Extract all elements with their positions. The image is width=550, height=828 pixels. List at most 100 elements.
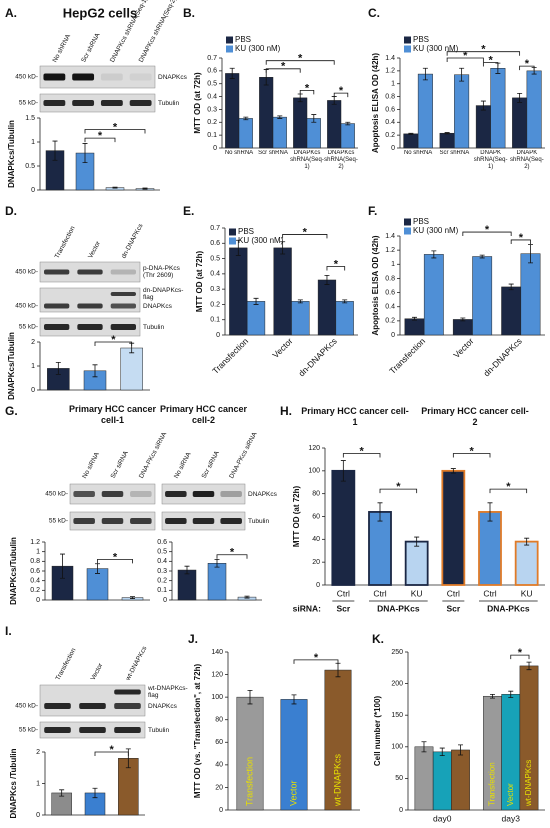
y-axis-label: MTT OD (vs. "Transfection", at 72h) xyxy=(193,664,202,799)
blot-band xyxy=(101,491,124,497)
y-axis-label: Apoptosis ELISA OD (42h) xyxy=(371,53,380,153)
significance-star: * xyxy=(111,334,116,346)
y-tick-label: 0 xyxy=(36,812,40,819)
significance-star: * xyxy=(303,226,308,238)
lane-label: DNA-PKcs siRNA xyxy=(138,431,169,480)
chart-subtitle-box: Primary HCC cancer cell-2 xyxy=(421,406,529,427)
band-name: DNAPKcs xyxy=(148,702,177,710)
error-bar xyxy=(291,694,297,705)
bar xyxy=(317,279,337,336)
blot-band xyxy=(100,100,123,106)
blot-band xyxy=(165,518,187,524)
y-axis-label: DNAPKcs/Tubulin xyxy=(7,332,16,400)
significance-star: * xyxy=(518,647,523,659)
bar xyxy=(514,540,539,586)
significance-star: * xyxy=(519,232,524,244)
bar xyxy=(404,318,425,336)
x-tick-label: day3 xyxy=(502,813,521,823)
y-tick-label: 0 xyxy=(391,145,395,152)
significance-star: * xyxy=(396,481,401,493)
group-label: Scr xyxy=(446,603,460,613)
bar xyxy=(368,511,392,586)
legend-label: Transfection xyxy=(488,762,497,806)
y-tick-label: 50 xyxy=(395,775,403,782)
y-axis-label: DNAPKcs/Tubulin xyxy=(9,537,18,605)
blot-heading-box: Primary HCC cancer cell-2 xyxy=(160,404,247,425)
x-tick-label-box: Scr shRNA xyxy=(440,150,470,156)
y-tick-label: 2 xyxy=(36,749,40,756)
x-tick-label-box: No shRNA xyxy=(225,150,253,156)
error-bar xyxy=(526,661,532,671)
band-name-box: Tubulin xyxy=(248,518,269,525)
y-tick-label: 250 xyxy=(391,649,403,656)
lane-label: Vector xyxy=(90,661,105,681)
size-marker: 55 kD- xyxy=(49,518,68,525)
significance-star: * xyxy=(506,481,511,493)
significance-star: * xyxy=(488,54,493,66)
y-tick-label: 20 xyxy=(215,784,223,791)
blot-band xyxy=(220,518,242,524)
y-tick-label: 1 xyxy=(31,363,35,370)
bar xyxy=(280,699,308,811)
significance-star: * xyxy=(98,130,103,142)
lane-label: No siRNA xyxy=(81,451,101,480)
x-tick-label: DNAPK shRNA(Seq-2) xyxy=(510,150,544,170)
band-name: Tubulin xyxy=(143,323,165,331)
blot-background xyxy=(39,93,156,113)
y-tick-label: 0.3 xyxy=(157,568,167,575)
error-bar xyxy=(229,67,235,79)
bar xyxy=(501,286,522,336)
x-tick-label: day0 xyxy=(433,813,452,823)
error-bar xyxy=(311,114,317,123)
y-tick-label: 0.6 xyxy=(385,289,395,296)
bar xyxy=(454,74,470,149)
error-bar xyxy=(444,132,450,135)
significance-star: * xyxy=(525,58,530,70)
x-tick-label: Ctrl xyxy=(337,588,350,598)
error-bar xyxy=(52,140,58,161)
significance-bracket xyxy=(489,488,528,494)
chart-subtitle: Primary HCC cancer cell-1 xyxy=(301,406,409,427)
error-bar xyxy=(489,693,495,699)
x-tick-label: KU xyxy=(521,588,533,598)
y-tick-label: 0.7 xyxy=(210,225,220,232)
x-tick-label: DNAPKcs shRNA(Seq-1) xyxy=(290,150,324,170)
bar xyxy=(490,68,506,149)
y-tick-label: 0.1 xyxy=(207,132,217,139)
x-tick-label-box: DNAPKcs shRNA(Seq-2) xyxy=(324,150,358,170)
legend-swatch xyxy=(229,228,236,236)
y-tick-label: 120 xyxy=(211,671,223,678)
lane-label: No siRNA xyxy=(173,451,193,480)
bar xyxy=(236,696,264,811)
blot-band xyxy=(110,303,136,309)
bar-label: Transfection xyxy=(244,757,254,806)
error-bar xyxy=(142,187,148,190)
x-tick-label: Ctrl xyxy=(447,588,460,598)
y-tick-label: 0 xyxy=(31,387,35,394)
lane-label: Scr shRNA xyxy=(80,31,102,63)
y-tick-label: 120 xyxy=(308,445,320,452)
significance-bracket xyxy=(293,659,339,664)
y-tick-label: 0 xyxy=(213,145,217,152)
bar xyxy=(120,347,143,391)
y-tick-label: 1.5 xyxy=(25,115,35,122)
blot-band xyxy=(43,73,66,81)
significance-star: * xyxy=(113,121,118,133)
y-tick-label: 0 xyxy=(36,597,40,604)
band-name-box: DNAPKcs xyxy=(248,491,277,498)
y-tick-label: 100 xyxy=(211,694,223,701)
bar xyxy=(451,749,470,811)
bar xyxy=(335,301,354,336)
significance-bracket xyxy=(510,239,531,244)
blot-band xyxy=(72,100,95,106)
significance-bracket xyxy=(446,57,484,62)
significance-bracket xyxy=(379,488,418,494)
y-axis-label: Apoptosis ELISA OD (42h) xyxy=(371,235,380,335)
chart-subtitle-box: Primary HCC cancer cell-1 xyxy=(301,406,409,427)
panel-letter: F. xyxy=(368,204,377,218)
significance-bracket xyxy=(519,65,535,71)
band-name-box: Tubulin xyxy=(158,100,179,107)
significance-bracket xyxy=(446,51,521,56)
bar xyxy=(439,132,455,149)
